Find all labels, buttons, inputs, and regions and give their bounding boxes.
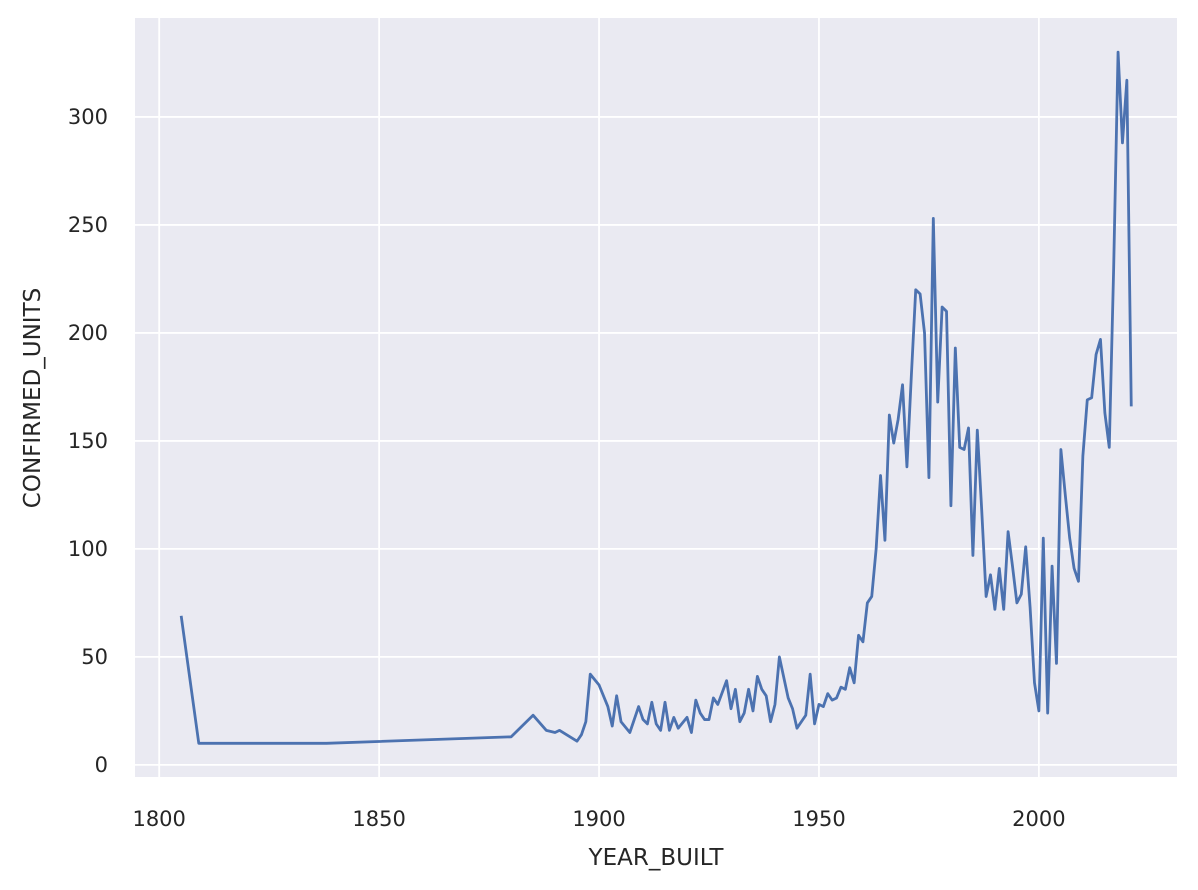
- y-tick-label: 250: [68, 213, 108, 237]
- plot-area: [135, 18, 1177, 777]
- x-tick-label: 1800: [132, 807, 185, 831]
- x-tick-label: 1900: [572, 807, 625, 831]
- data-line: [179, 50, 1133, 745]
- y-axis-label: CONFIRMED_UNITS: [20, 288, 46, 508]
- x-tick-label: 1850: [352, 807, 405, 831]
- x-axis-label: YEAR_BUILT: [588, 845, 725, 871]
- y-tick-label: 150: [68, 429, 108, 453]
- y-tick-label: 100: [68, 537, 108, 561]
- x-tick-label: 2000: [1012, 807, 1065, 831]
- x-tick-label: 1950: [792, 807, 845, 831]
- y-tick-label: 50: [81, 645, 108, 669]
- y-tick-label: 200: [68, 321, 108, 345]
- y-tick-label: 300: [68, 105, 108, 129]
- y-tick-label: 0: [95, 753, 108, 777]
